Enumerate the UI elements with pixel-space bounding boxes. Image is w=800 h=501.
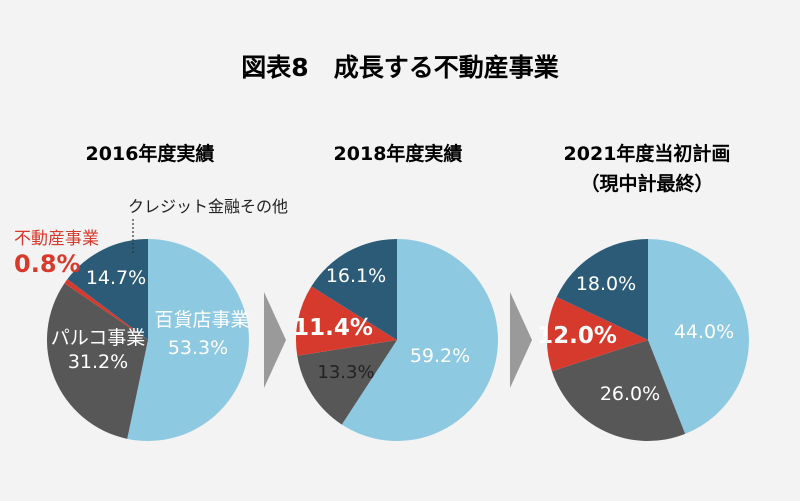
pie-1-parco-value-label: 31.2% <box>68 351 128 373</box>
pie-2-slice-1 <box>341 239 498 441</box>
pie-3-subtitle: （現中計最終） <box>580 172 713 195</box>
pie-2-realestate-value-label: 11.4% <box>293 315 373 341</box>
pie-3-slice-1 <box>648 239 750 434</box>
pie-2-title: 2018年度実績 <box>334 142 463 165</box>
pie-1-slice-1 <box>127 239 249 441</box>
pie-3-title: 2021年度当初計画 <box>564 142 731 165</box>
figure-title: 図表8 成長する不動産事業 <box>241 53 558 82</box>
pie-3-slice-4 <box>556 239 648 340</box>
pie-group <box>46 238 750 442</box>
pie-3-dept-value-label: 44.0% <box>674 321 734 343</box>
realestate-2016-name-label: 不動産事業 <box>14 229 99 249</box>
arrow-1-icon <box>264 292 286 388</box>
pie-1-title: 2016年度実績 <box>86 142 215 165</box>
pie-2-dept-value-label: 59.2% <box>410 345 470 367</box>
pie-3-credit-value-label: 18.0% <box>576 273 636 295</box>
realestate-2016-value-label: 0.8% <box>14 250 81 278</box>
pie-3-realestate-value-label: 12.0% <box>537 323 617 349</box>
pie-2-parco-value-label: 13.3% <box>317 362 374 383</box>
pie-1-slice-4 <box>67 238 148 340</box>
callout-credit-label: クレジット金融その他 <box>128 197 288 216</box>
pie-2-credit-value-label: 16.1% <box>326 265 386 287</box>
pie-3-parco-value-label: 26.0% <box>600 383 660 405</box>
arrow-2-icon <box>510 292 532 388</box>
pie-1-credit-value-label: 14.7% <box>86 267 146 289</box>
pie-2-slice-3 <box>295 286 397 356</box>
pie-3-slice-3 <box>546 297 648 372</box>
pie-2-slice-4 <box>311 238 397 340</box>
pie-1-dept-value-label: 53.3% <box>168 337 228 359</box>
pie-3-slice-2 <box>551 340 686 442</box>
pie-1-parco-name-label: パルコ事業 <box>51 327 146 349</box>
pie-1-slice-2 <box>46 283 148 439</box>
pie-1-dept-name-label: 百貨店事業 <box>154 309 249 331</box>
pie-2-slice-2 <box>297 340 397 425</box>
pie-1-slice-3 <box>64 279 148 340</box>
